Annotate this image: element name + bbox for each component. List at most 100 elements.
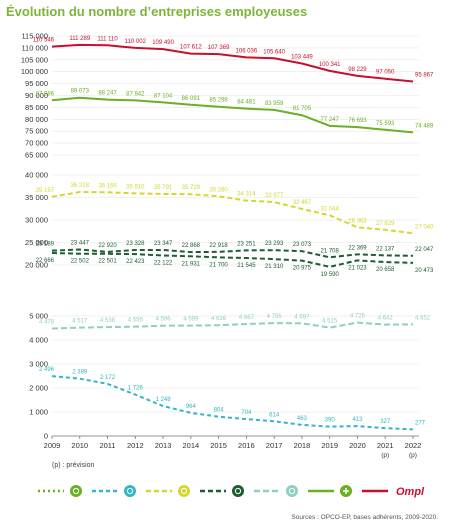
- data-label: 614: [269, 412, 280, 418]
- data-label: 35 157: [36, 188, 55, 194]
- source-note: Sources : OPCO-EP, bases adhérents, 2009…: [291, 514, 438, 521]
- data-label: 23 447: [71, 240, 90, 246]
- data-label: 36 166: [98, 183, 117, 189]
- data-label: 98 229: [348, 67, 367, 73]
- pen-icon: [178, 485, 190, 497]
- data-label: 4 616: [211, 316, 227, 322]
- data-label: 22 122: [154, 260, 173, 266]
- data-label: 23 073: [293, 242, 312, 248]
- data-label: 109 490: [152, 40, 174, 46]
- data-label: 23 189: [36, 242, 55, 248]
- y-tick-label: 95 000: [25, 79, 48, 88]
- y-tick-label: 0: [44, 432, 48, 441]
- data-label: 4 517: [72, 319, 88, 325]
- data-label: 4 667: [239, 315, 255, 321]
- wave-icon: [286, 485, 298, 497]
- leaf-icon: [70, 485, 82, 497]
- data-label: 21 310: [265, 264, 284, 270]
- data-label: 103 449: [291, 54, 313, 60]
- data-label: 327: [380, 419, 391, 425]
- data-label: 35 729: [182, 185, 201, 191]
- data-label: 4 697: [294, 314, 310, 320]
- series-line-ompl: [51, 43, 414, 83]
- data-label: 83 959: [265, 101, 284, 107]
- x-tick-label: 2016: [238, 441, 255, 450]
- data-label: 4 725: [350, 314, 366, 320]
- data-label: 23 328: [126, 241, 145, 247]
- data-label: 107 612: [180, 45, 202, 51]
- x-tick-label: 2012: [127, 441, 144, 450]
- data-label: 964: [186, 404, 197, 410]
- leaf-dark-icon: [232, 485, 244, 497]
- x-tick-label: 2009: [44, 441, 61, 450]
- data-label: 4 515: [322, 319, 338, 325]
- data-label: 97 050: [376, 70, 395, 76]
- y-tick-label: 80 000: [25, 115, 48, 124]
- data-label: 22 666: [36, 258, 55, 264]
- data-label: 28 363: [348, 218, 367, 224]
- data-label: 33 977: [265, 193, 284, 199]
- data-label: 81 705: [293, 106, 312, 112]
- data-label: 22 868: [182, 243, 201, 249]
- data-label: 75 593: [376, 121, 395, 127]
- data-label: 106 036: [236, 48, 258, 54]
- data-label: 21 023: [348, 265, 367, 271]
- x-tick-label: 2020: [349, 441, 366, 450]
- data-label: 77 247: [321, 117, 340, 123]
- data-label: 23 251: [237, 241, 256, 247]
- x-tick-label: 2019: [321, 441, 338, 450]
- data-label: 87 104: [154, 93, 173, 99]
- data-label: 22 137: [376, 246, 395, 252]
- y-tick-label: 2 000: [29, 384, 48, 393]
- data-label: 84 481: [237, 100, 256, 106]
- y-tick-label: 30 000: [25, 216, 48, 225]
- x-tick-label: 2022: [405, 441, 422, 450]
- x-tick-sublabel: (p): [381, 452, 389, 459]
- y-tick-label: 5 000: [29, 312, 48, 321]
- wave-icon-glyph: [288, 487, 296, 495]
- data-label: 34 314: [237, 192, 256, 198]
- y-tick-label: 110 000: [21, 43, 48, 52]
- leaf-icon-glyph: [72, 487, 80, 495]
- data-label: 804: [214, 408, 225, 414]
- drop-icon: [124, 485, 136, 497]
- leaf-dark-icon-glyph: [234, 487, 242, 495]
- y-tick-label: 40 000: [25, 171, 48, 180]
- data-label: 4 642: [378, 316, 394, 322]
- data-label: 22 423: [126, 259, 145, 265]
- data-label: 413: [352, 417, 363, 423]
- y-tick-label: 70 000: [25, 139, 48, 148]
- data-label: 20 473: [415, 268, 434, 274]
- data-label: 4 652: [415, 315, 431, 321]
- data-label: 21 700: [209, 262, 228, 268]
- data-label: 20 975: [293, 266, 312, 272]
- data-label: 4 538: [100, 318, 116, 324]
- data-label: 277: [415, 420, 426, 426]
- pen-icon-glyph: [180, 487, 188, 495]
- data-label: 107 369: [208, 45, 230, 51]
- data-label: 19 590: [321, 272, 340, 278]
- data-label: 21 708: [321, 248, 340, 254]
- y-tick-label: 65 000: [25, 151, 48, 160]
- data-label: 22 369: [348, 245, 367, 251]
- data-label: 22 502: [71, 259, 90, 265]
- data-label: 27 829: [376, 221, 395, 227]
- data-label: 31 044: [321, 206, 340, 212]
- data-label: 23 293: [265, 241, 284, 247]
- y-tick-label: 20 000: [25, 261, 48, 270]
- data-label: 32 467: [293, 200, 312, 206]
- chart-title: Évolution du nombre d’entreprises employ…: [6, 4, 308, 19]
- series-line-plus: [51, 96, 414, 134]
- data-label: 89 073: [71, 89, 90, 95]
- series-line-darkgreen_upper: [51, 248, 414, 259]
- data-label: 87 942: [126, 91, 145, 97]
- y-tick-label: 3 000: [29, 360, 48, 369]
- data-label: 704: [241, 410, 252, 416]
- x-tick-label: 2018: [294, 441, 311, 450]
- data-label: 95 867: [415, 73, 434, 79]
- data-label: 35 910: [126, 184, 145, 190]
- data-label: 2 389: [72, 370, 88, 376]
- data-label: 35 260: [209, 187, 228, 193]
- data-label: 76 693: [348, 118, 367, 124]
